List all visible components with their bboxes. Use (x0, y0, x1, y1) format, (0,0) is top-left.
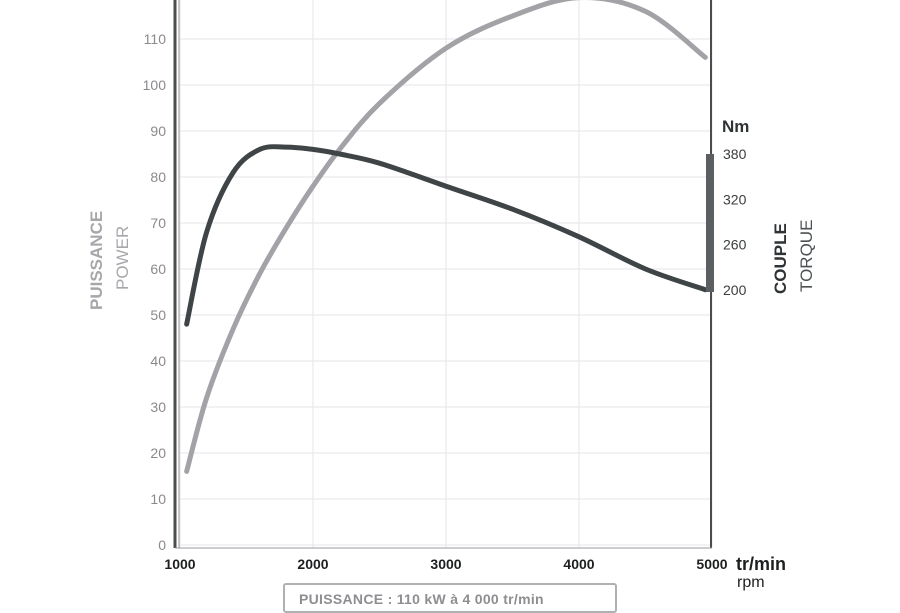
left-tick-label: 60 (150, 261, 166, 277)
right-tick-label: 320 (723, 191, 747, 207)
x-tick-label: 3000 (430, 556, 461, 572)
right-axis-ticks: 380 320 260 200 (723, 146, 747, 298)
power-series-line (184, 0, 708, 474)
right-axis-title: COUPLE (771, 223, 790, 294)
left-tick-label: 120 (143, 0, 167, 1)
x-axis-ticks: 1000 2000 3000 4000 5000 (164, 556, 727, 572)
left-tick-label: 40 (150, 353, 166, 369)
left-axis-ticks: 0 10 20 30 40 50 60 70 80 90 100 110 120 (143, 0, 167, 553)
footer-legend-box: PUISSANCE : 110 kW à 4 000 tr/min (283, 583, 617, 613)
left-tick-label: 80 (150, 169, 166, 185)
left-tick-label: 100 (143, 77, 167, 93)
torque-series-line (184, 144, 708, 327)
left-tick-label: 20 (150, 445, 166, 461)
x-tick-label: 1000 (164, 556, 195, 572)
left-tick-label: 10 (150, 491, 166, 507)
right-tick-label: 380 (723, 146, 747, 162)
torque-scale-bar (706, 154, 714, 292)
x-axis-unit: tr/min (736, 554, 786, 574)
left-tick-label: 70 (150, 215, 166, 231)
x-tick-label: 4000 (563, 556, 594, 572)
right-axis-unit: Nm (722, 117, 749, 136)
footer-legend-text: PUISSANCE : 110 kW à 4 000 tr/min (299, 591, 544, 607)
left-tick-label: 90 (150, 123, 166, 139)
left-axis-title: PUISSANCE (87, 211, 106, 310)
left-tick-label: 30 (150, 399, 166, 415)
x-axis-unit-en: rpm (737, 574, 765, 591)
left-tick-label: 0 (158, 537, 166, 553)
right-tick-label: 260 (723, 237, 747, 253)
left-tick-label: 110 (144, 31, 167, 47)
left-axis-subtitle: POWER (113, 226, 132, 290)
series-group (184, 0, 708, 474)
right-tick-label: 200 (723, 282, 747, 298)
chart: 0 10 20 30 40 50 60 70 80 90 100 110 120 380 320 260 20… (87, 0, 816, 591)
x-tick-label: 5000 (696, 556, 727, 572)
right-axis-subtitle: TORQUE (797, 220, 816, 292)
x-tick-label: 2000 (297, 556, 328, 572)
left-tick-label: 50 (150, 307, 166, 323)
